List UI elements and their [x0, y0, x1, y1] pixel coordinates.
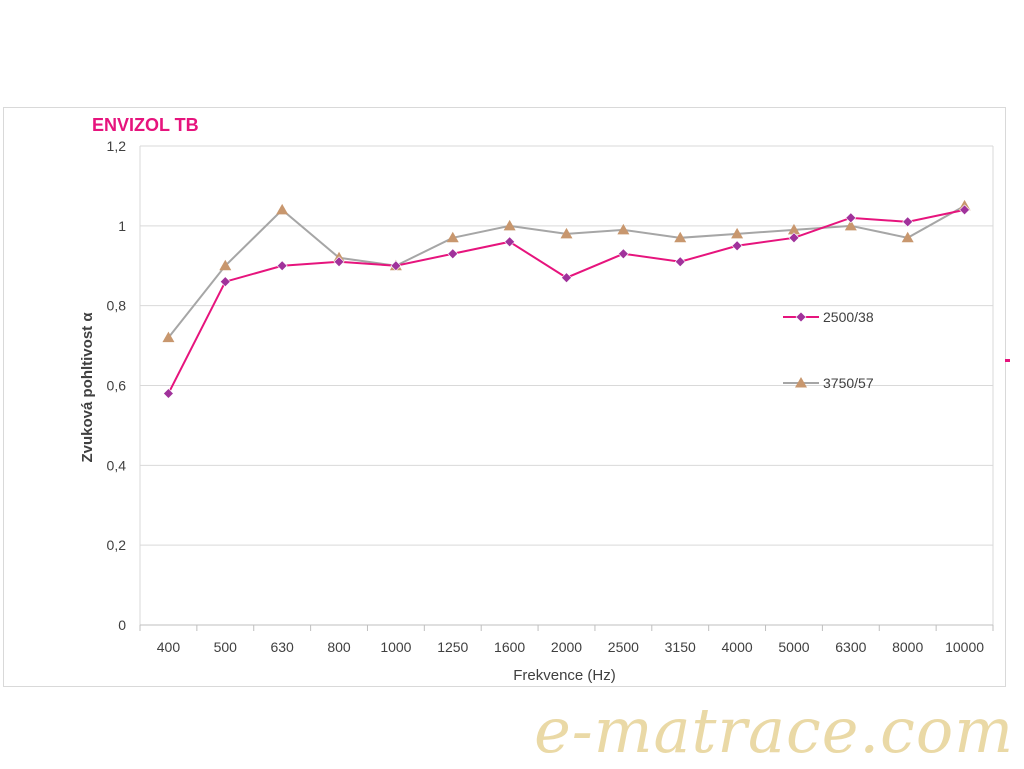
data-point-3750/57 — [219, 259, 232, 271]
x-tick-label: 800 — [327, 639, 351, 655]
data-point-3750/57 — [560, 227, 573, 239]
y-axis-label: Zvuková pohltivost α — [79, 312, 96, 463]
data-point-2500/38 — [845, 212, 857, 224]
data-point-3750/57 — [844, 219, 857, 231]
data-point-2500/38 — [674, 256, 686, 268]
x-tick-label: 630 — [270, 639, 294, 655]
data-point-2500/38 — [504, 236, 516, 248]
data-point-2500/38 — [447, 248, 459, 260]
chart-frame — [3, 107, 1006, 687]
x-tick-label: 1250 — [437, 639, 468, 655]
y-tick-label: 0,4 — [107, 457, 127, 473]
x-tick-label: 2000 — [551, 639, 582, 655]
y-tick-label: 0,2 — [107, 537, 127, 553]
x-tick-label: 4000 — [722, 639, 753, 655]
x-tick-label: 5000 — [778, 639, 809, 655]
side-mark — [1005, 359, 1010, 362]
data-point-3750/57 — [731, 227, 744, 239]
y-tick-label: 1,2 — [107, 138, 127, 154]
data-point-2500/38 — [959, 204, 970, 216]
data-point-3750/57 — [503, 219, 516, 231]
data-point-2500/38 — [617, 248, 629, 260]
x-tick-label: 8000 — [892, 639, 923, 655]
data-point-3750/57 — [617, 223, 630, 235]
data-point-2500/38 — [333, 256, 345, 268]
legend-marker-2500/38 — [795, 311, 807, 323]
data-point-3750/57 — [674, 231, 687, 243]
legend-marker-3750/57 — [795, 377, 807, 388]
data-point-2500/38 — [163, 388, 174, 399]
data-point-2500/38 — [788, 232, 800, 244]
data-point-2500/38 — [902, 216, 914, 228]
data-point-3750/57 — [276, 203, 289, 215]
x-tick-label: 10000 — [945, 639, 984, 655]
y-tick-label: 1 — [118, 218, 126, 234]
data-point-3750/57 — [901, 231, 914, 243]
y-tick-label: 0 — [118, 617, 126, 633]
x-tick-label: 1000 — [380, 639, 411, 655]
x-tick-label: 2500 — [608, 639, 639, 655]
x-tick-label: 500 — [214, 639, 238, 655]
data-point-2500/38 — [561, 272, 572, 284]
x-axis-label: Frekvence (Hz) — [513, 667, 616, 684]
x-tick-label: 400 — [157, 639, 181, 655]
data-point-2500/38 — [731, 240, 743, 252]
y-tick-label: 0,6 — [107, 378, 127, 394]
data-point-3750/57 — [446, 231, 459, 243]
x-tick-label: 3150 — [665, 639, 696, 655]
data-point-2500/38 — [219, 276, 231, 288]
data-point-3750/57 — [162, 331, 175, 343]
watermark-logo: e-matrace.com — [534, 694, 1014, 767]
x-tick-label: 1600 — [494, 639, 525, 655]
x-tick-label: 6300 — [835, 639, 866, 655]
legend-label-2500/38: 2500/38 — [823, 309, 874, 325]
chart-title: ENVIZOL TB — [92, 115, 199, 135]
data-point-3750/57 — [787, 223, 800, 235]
y-tick-label: 0,8 — [107, 298, 127, 314]
data-point-2500/38 — [276, 260, 288, 272]
legend-label-3750/57: 3750/57 — [823, 375, 874, 391]
data-point-2500/38 — [390, 260, 402, 272]
